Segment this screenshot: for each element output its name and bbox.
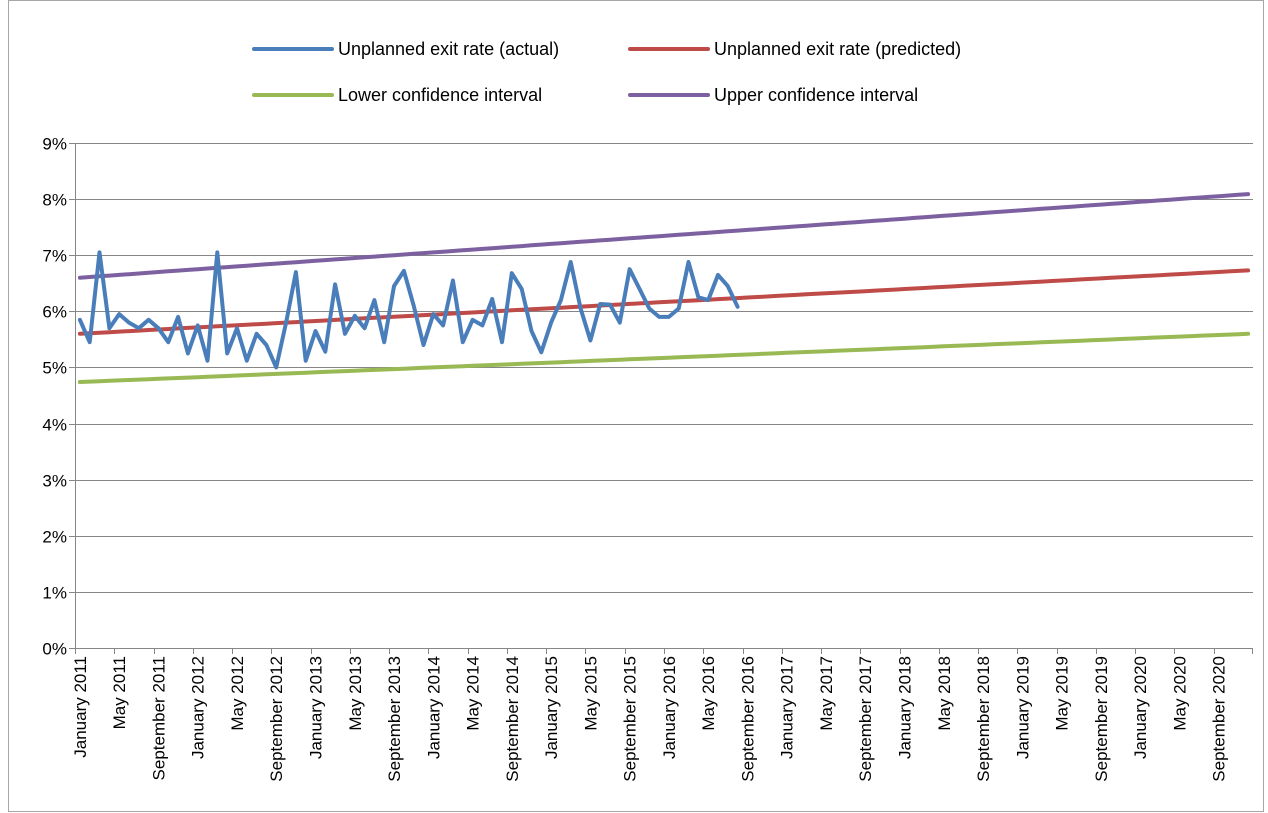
x-tick-label: September 2015 <box>621 656 640 782</box>
legend-label: Unplanned exit rate (actual) <box>338 39 559 59</box>
grid-layer <box>75 143 1253 593</box>
y-tick-label: 2% <box>42 528 67 547</box>
x-tick-label: May 2020 <box>1170 656 1189 731</box>
x-tick-label: September 2018 <box>974 656 993 782</box>
series-actual-line <box>77 250 740 370</box>
x-tick-label: May 2014 <box>464 656 483 731</box>
chart-border <box>8 0 1264 812</box>
x-tick-label: May 2017 <box>817 656 836 731</box>
series-predicted-line <box>77 268 1251 336</box>
y-tick-label: 8% <box>42 191 67 210</box>
legend-label: Unplanned exit rate (predicted) <box>714 39 961 59</box>
series-layer <box>77 192 1251 384</box>
legend-label: Upper confidence interval <box>714 85 918 105</box>
legend-label: Lower confidence interval <box>338 85 542 105</box>
y-tick-label: 1% <box>42 584 67 603</box>
y-tick-label: 6% <box>42 303 67 322</box>
x-tick-label: January 2019 <box>1013 656 1032 759</box>
x-tick-label: September 2014 <box>503 656 522 782</box>
x-tick-label: January 2018 <box>896 656 915 759</box>
x-tick-label: September 2019 <box>1092 656 1111 782</box>
axis-layer: 0% 1% 2% 3% 4% 5% 6% 7% 8% 9% January 2011 May 2011… <box>42 135 1253 782</box>
legend-item-lower-ci: Lower confidence interval <box>252 85 542 105</box>
x-tick-label: May 2019 <box>1053 656 1072 731</box>
x-tick-label: September 2020 <box>1210 656 1229 782</box>
x-tick-label: September 2016 <box>738 656 757 782</box>
x-tick-label: May 2012 <box>228 656 247 731</box>
x-tick-label: January 2015 <box>542 656 561 759</box>
y-tick-label: 5% <box>42 359 67 378</box>
x-tick-label: September 2011 <box>149 656 168 780</box>
legend-item-upper-ci: Upper confidence interval <box>628 85 918 105</box>
y-tick-label: 9% <box>42 135 67 154</box>
y-tick-label: 4% <box>42 416 67 435</box>
x-tick-label: January 2014 <box>424 656 443 759</box>
x-tick-label: September 2012 <box>267 656 286 782</box>
y-tick-label: 3% <box>42 472 67 491</box>
x-tick-label: January 2017 <box>778 656 797 759</box>
y-tick-label: 7% <box>42 247 67 266</box>
x-tick-label: May 2016 <box>699 656 718 731</box>
x-tick-label: January 2013 <box>307 656 326 759</box>
legend-item-predicted: Unplanned exit rate (predicted) <box>628 39 961 59</box>
x-tick-label: January 2012 <box>189 656 208 759</box>
y-tick-label: 0% <box>42 640 67 659</box>
legend: Unplanned exit rate (actual) Unplanned ex… <box>252 39 961 105</box>
legend-item-actual: Unplanned exit rate (actual) <box>252 39 559 59</box>
x-tick-label: September 2013 <box>385 656 404 782</box>
series-lower-ci-line <box>77 331 1251 384</box>
x-tick-label: January 2011 <box>71 656 90 758</box>
x-tick-label: May 2011 <box>110 656 129 729</box>
x-tick-label: May 2018 <box>935 656 954 731</box>
series-upper-ci-line <box>77 192 1251 280</box>
x-tick-label: September 2017 <box>856 656 875 782</box>
x-tick-label: May 2015 <box>581 656 600 731</box>
x-tick-label: May 2013 <box>346 656 365 731</box>
x-tick-label: January 2020 <box>1131 656 1150 759</box>
x-tick-label: January 2016 <box>660 656 679 759</box>
